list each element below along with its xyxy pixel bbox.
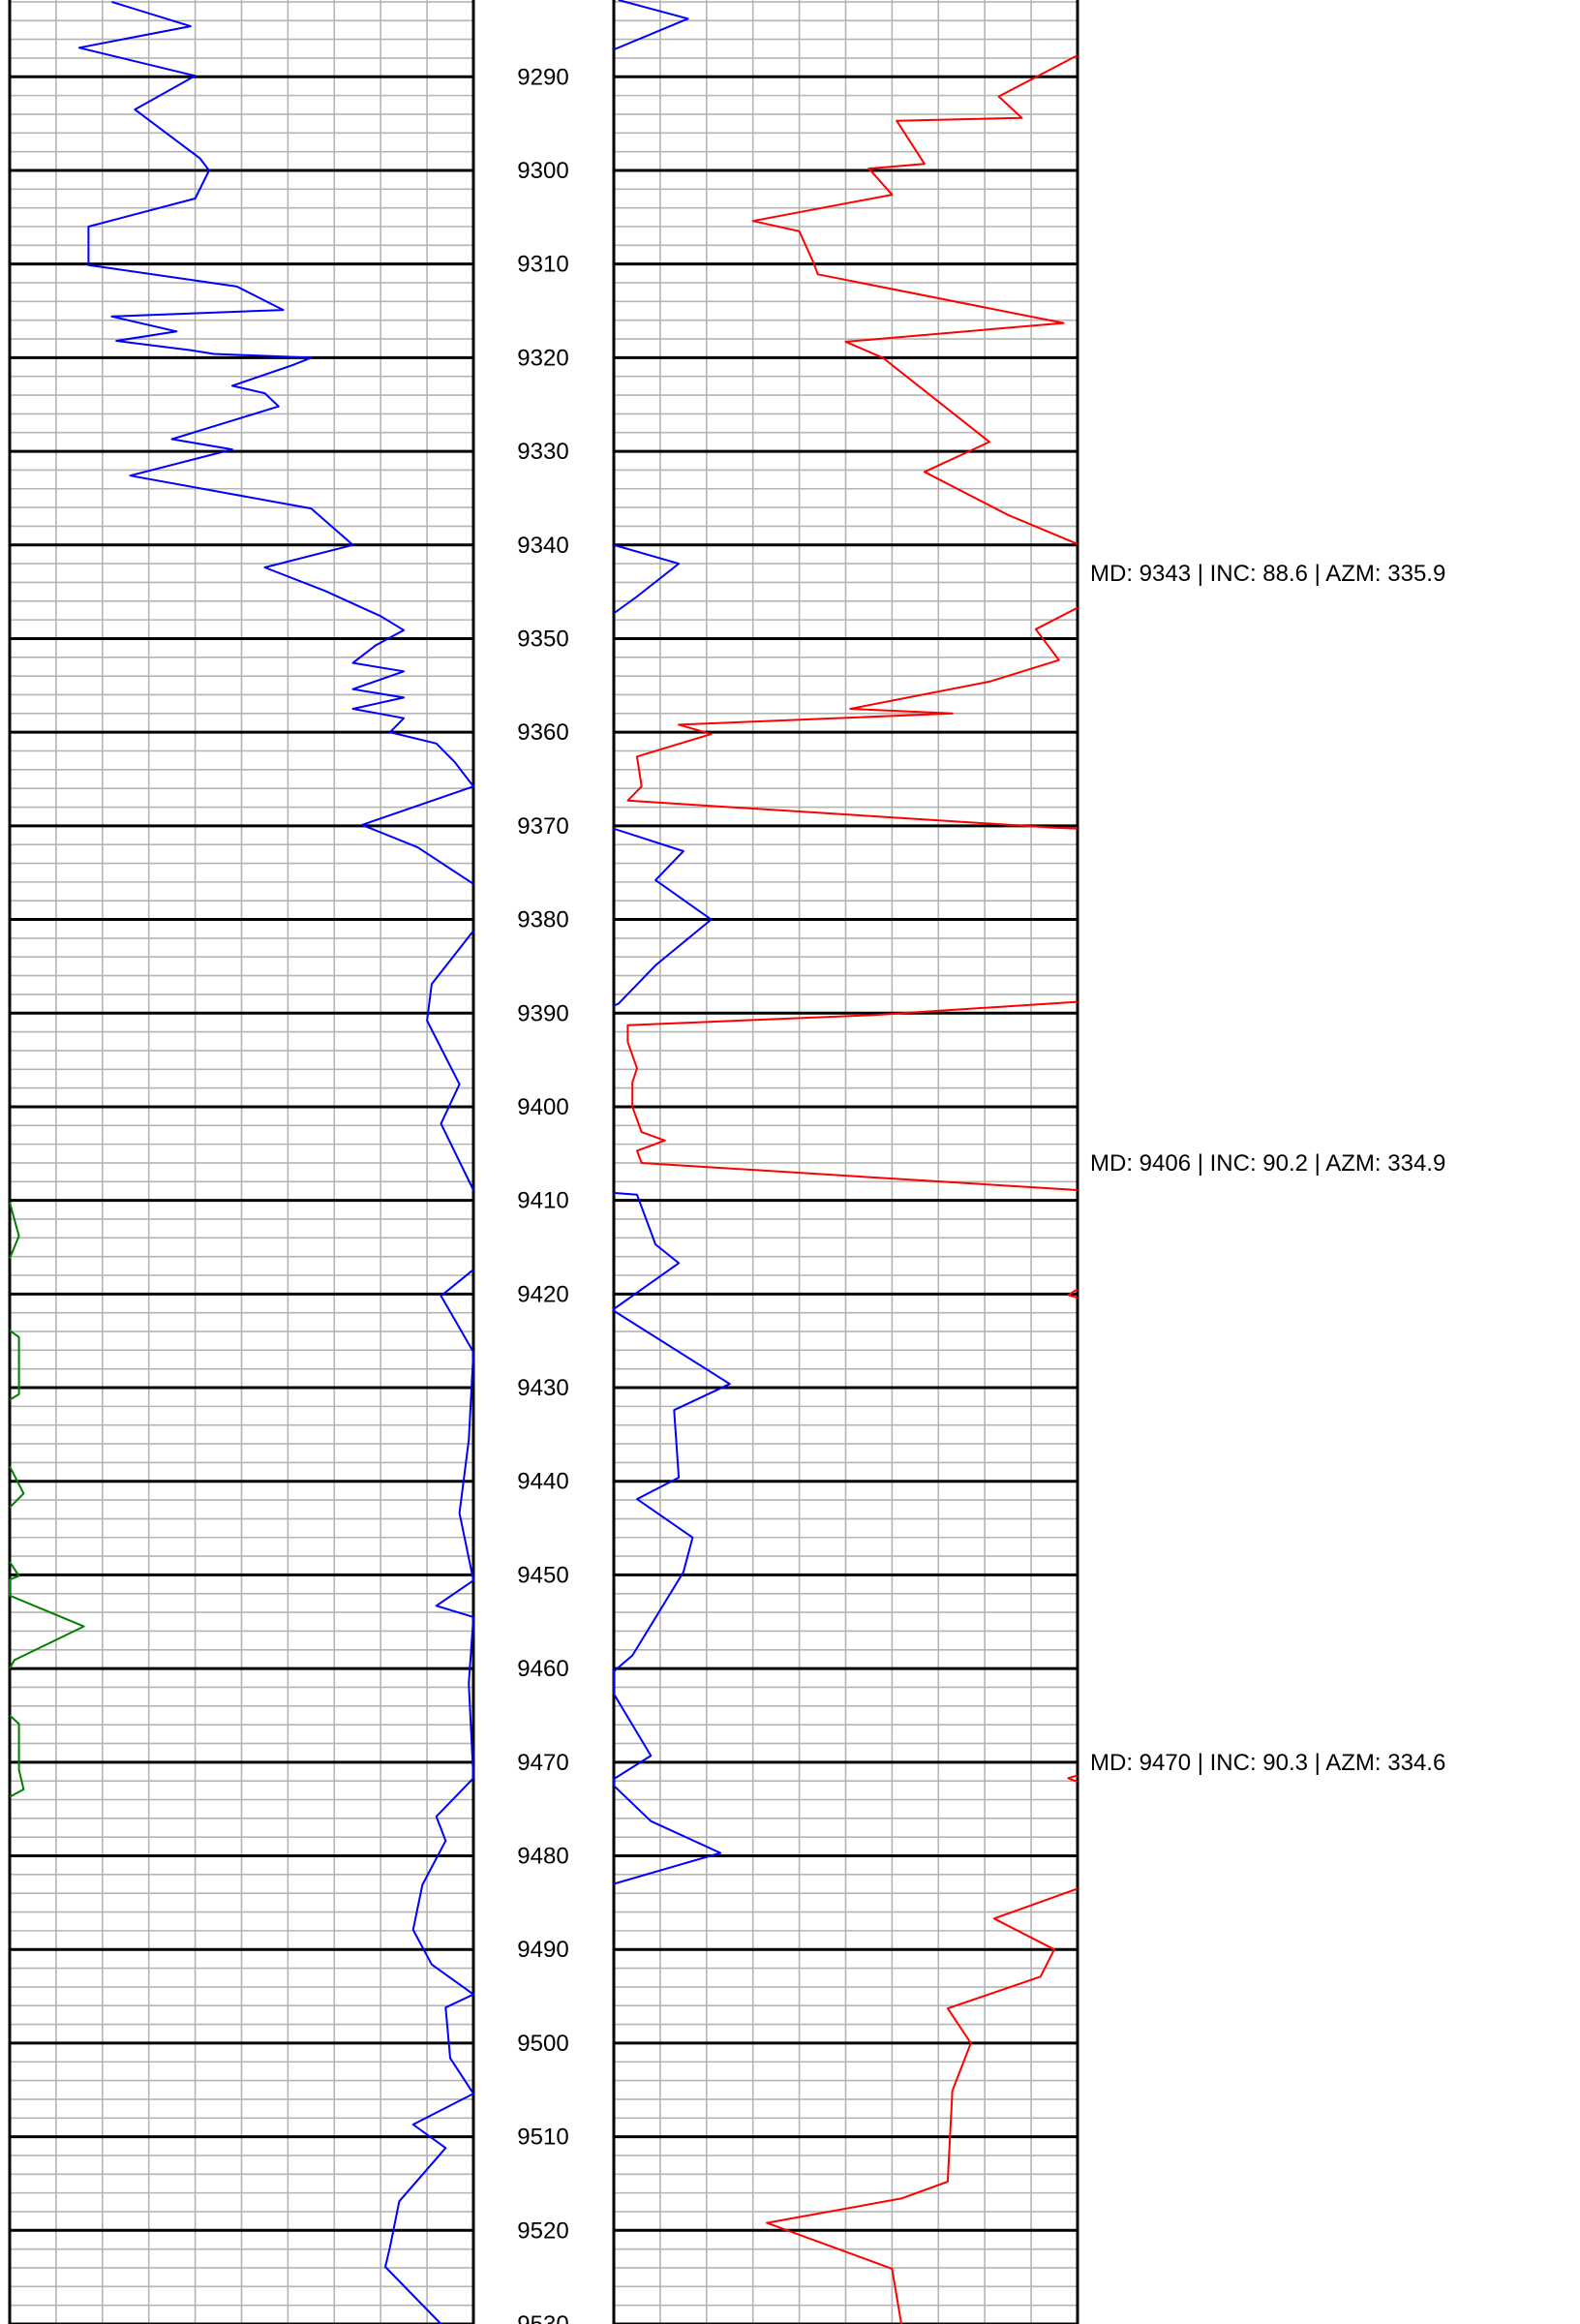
log-curve-2 xyxy=(626,606,1079,830)
survey-annotation: MD: 9406 | INC: 90.2 | AZM: 334.9 xyxy=(1090,1150,1445,1177)
log-curve-2 xyxy=(1067,1288,1079,1300)
log-curve-1 xyxy=(613,543,681,615)
depth-label: 9470 xyxy=(517,1750,568,1776)
right-track-grid xyxy=(612,0,1079,2324)
survey-annotation: MD: 9470 | INC: 90.3 | AZM: 334.6 xyxy=(1090,1750,1445,1776)
depth-label: 9420 xyxy=(517,1281,568,1307)
depth-label: 9320 xyxy=(517,345,568,371)
depth-label: 9360 xyxy=(517,719,568,746)
depth-label: 9300 xyxy=(517,158,568,184)
depth-label: 9450 xyxy=(517,1562,568,1588)
depth-label: 9510 xyxy=(517,2125,568,2151)
depth-label: 9520 xyxy=(517,2217,568,2244)
depth-label: 9440 xyxy=(517,1469,568,1495)
survey-annotation: MD: 9343 | INC: 88.6 | AZM: 335.9 xyxy=(1090,561,1445,587)
log-curve-1 xyxy=(613,1191,731,1885)
depth-label: 9530 xyxy=(517,2311,568,2324)
log-curve-0 xyxy=(426,930,474,1191)
log-curve-2 xyxy=(1067,1774,1079,1784)
depth-label: 9400 xyxy=(517,1094,568,1120)
log-curve-3 xyxy=(9,1714,25,1798)
depth-axis-labels: 9290 9300 9310 9320 9330 9340 9350 9360 9370 9380… xyxy=(517,64,568,2324)
log-curve-0 xyxy=(384,1269,474,2324)
log-curve-3 xyxy=(9,1330,20,1401)
log-curve-2 xyxy=(766,1887,1079,2324)
depth-label: 9380 xyxy=(517,907,568,933)
depth-label: 9430 xyxy=(517,1375,568,1401)
log-curve-1 xyxy=(613,827,713,1007)
log-curve-2 xyxy=(751,54,1079,545)
log-curves xyxy=(9,0,1079,2324)
depth-label: 9340 xyxy=(517,533,568,559)
depth-label: 9330 xyxy=(517,439,568,465)
log-curve-0 xyxy=(77,0,474,885)
depth-label: 9290 xyxy=(517,64,568,90)
depth-label: 9490 xyxy=(517,1937,568,1963)
depth-label: 9500 xyxy=(517,2031,568,2057)
depth-label: 9480 xyxy=(517,1844,568,1870)
log-curve-1 xyxy=(613,0,689,51)
log-curve-3 xyxy=(9,1202,20,1259)
depth-label: 9460 xyxy=(517,1656,568,1682)
survey-annotations: MD: 9280 | INC: 89.2 | AZM: 337.3MD: 934… xyxy=(1090,561,1445,1776)
left-track-grid xyxy=(8,0,475,2324)
log-curve-2 xyxy=(626,1000,1079,1191)
depth-label: 9310 xyxy=(517,252,568,278)
log-curve-3 xyxy=(9,1561,85,1669)
depth-label: 9370 xyxy=(517,813,568,840)
depth-label: 9410 xyxy=(517,1188,568,1214)
depth-label: 9390 xyxy=(517,1000,568,1026)
depth-label: 9350 xyxy=(517,626,568,652)
log-curve-3 xyxy=(9,1465,25,1509)
